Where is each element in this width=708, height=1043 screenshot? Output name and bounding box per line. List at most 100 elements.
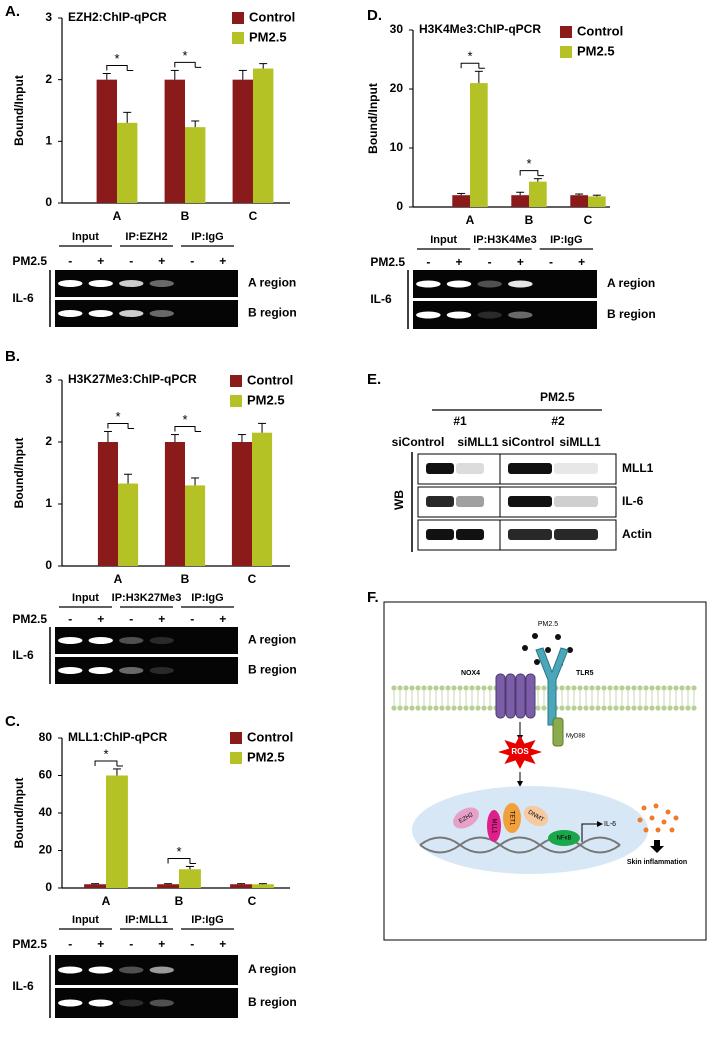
cytokine	[653, 803, 659, 809]
dna	[419, 836, 621, 854]
gel-lane	[55, 270, 238, 297]
region-label: A region	[248, 633, 296, 647]
lipid-head	[481, 705, 487, 711]
significance-mark: *	[526, 156, 531, 171]
lipid-head	[403, 705, 409, 711]
y-tick-label: 0	[45, 880, 52, 894]
gel-band	[149, 310, 174, 317]
lipid-head	[457, 685, 463, 691]
gel-band	[149, 667, 174, 674]
protein-label: IL-6	[622, 494, 644, 508]
particle	[545, 647, 551, 653]
x-tick-label: B	[525, 213, 534, 227]
cytokine	[649, 815, 655, 821]
cytokine	[641, 805, 647, 811]
bar	[529, 181, 547, 207]
lipid-head	[589, 685, 595, 691]
bar	[452, 195, 470, 207]
lane-group: Input	[72, 231, 99, 243]
signal-label: ROS	[511, 747, 529, 756]
legend-swatch	[230, 395, 242, 407]
blot-band	[426, 496, 454, 507]
cytokine	[661, 819, 667, 825]
lipid-head	[463, 685, 469, 691]
blot-band	[554, 463, 598, 474]
legend-swatch	[230, 375, 242, 387]
gel-band	[508, 311, 533, 319]
lipid-head	[409, 705, 415, 711]
gel-band	[58, 637, 83, 644]
gel-band	[58, 280, 83, 287]
gel-lane	[55, 955, 238, 985]
adaptor-label: MyD88	[566, 734, 586, 740]
y-tick-label: 3	[45, 372, 52, 386]
ros-burst	[497, 735, 543, 769]
lipid-head	[415, 705, 421, 711]
nuclear-factor	[503, 803, 521, 833]
particle	[522, 645, 528, 651]
lipid-head	[595, 685, 601, 691]
lipid-head	[691, 685, 697, 691]
lipid-head	[397, 685, 403, 691]
lane-label: siMLL1	[457, 435, 499, 449]
treatment-sign: -	[68, 612, 72, 626]
gel-band	[58, 999, 83, 1007]
lipid-head	[667, 705, 673, 711]
nuclear-factor	[487, 810, 501, 842]
treatment-sign: +	[219, 937, 226, 951]
bar	[97, 442, 118, 566]
treatment-sign: -	[190, 937, 194, 951]
treatment-sign: -	[549, 255, 553, 269]
treatment-sign: +	[158, 612, 165, 626]
nox4-helix	[505, 673, 516, 719]
lipid-head	[679, 685, 685, 691]
gel-band	[149, 637, 174, 644]
treatment-sign: -	[129, 937, 133, 951]
gel-band	[446, 311, 472, 319]
blot-band	[456, 496, 484, 507]
lipid-head	[577, 685, 583, 691]
lipid-head	[427, 705, 433, 711]
legend-swatch	[230, 732, 242, 744]
transcription-arrow	[581, 821, 603, 842]
y-tick-label: 1	[45, 134, 52, 148]
particle	[567, 647, 573, 653]
nox4-helix	[495, 673, 506, 719]
lipid-head	[451, 705, 457, 711]
panel-label: E.	[367, 371, 381, 388]
lipid-head	[655, 685, 661, 691]
y-tick-label: 0	[45, 558, 52, 572]
lipid-head	[409, 685, 415, 691]
lane-group: Input	[430, 234, 457, 246]
gene-label: IL-6	[12, 648, 34, 662]
lipid-head	[439, 705, 445, 711]
significance-bracket	[107, 422, 135, 429]
legend-label: Control	[249, 9, 295, 24]
lipid-head	[427, 685, 433, 691]
lane-group: IP:EZH2	[125, 231, 167, 243]
bar	[157, 884, 179, 888]
method-label: WB	[392, 490, 406, 510]
legend-label: Control	[247, 372, 293, 387]
legend-label: PM2.5	[577, 43, 615, 58]
significance-mark: *	[182, 412, 187, 427]
bar	[84, 884, 106, 888]
lipid-head	[601, 705, 607, 711]
lipid-head	[613, 705, 619, 711]
lipid-head	[667, 685, 673, 691]
legend-label: PM2.5	[249, 29, 287, 44]
blot-band	[426, 463, 454, 474]
gel-band	[88, 667, 113, 674]
chart-title: H3K27Me3:ChIP-qPCR	[68, 372, 197, 386]
legend-label: PM2.5	[247, 392, 285, 407]
lipid-head	[649, 685, 655, 691]
lipid-head	[619, 685, 625, 691]
lane-group: IP:H3K27Me3	[112, 592, 182, 604]
lipid-head	[571, 705, 577, 711]
gel-band	[58, 966, 83, 974]
treatment-sign: -	[488, 255, 492, 269]
lipid-head	[433, 685, 439, 691]
treatment-sign: +	[578, 255, 585, 269]
chart-title: H3K4Me3:ChIP-qPCR	[419, 22, 541, 36]
significance-bracket	[106, 65, 134, 71]
